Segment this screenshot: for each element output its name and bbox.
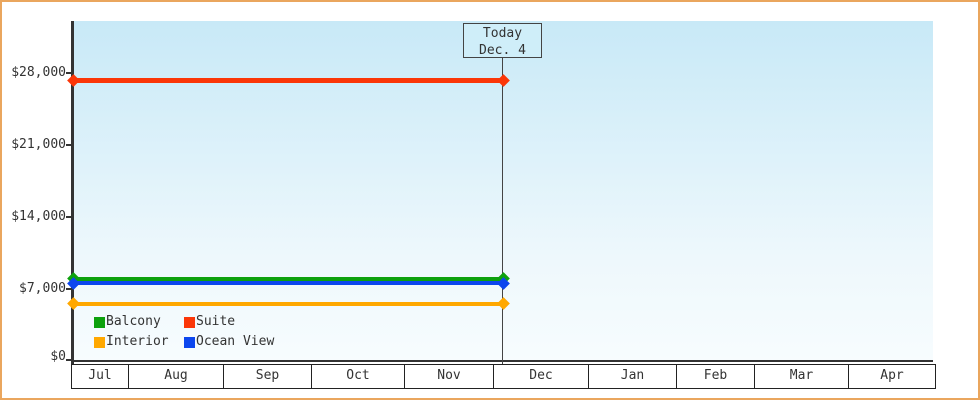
ocean-view-swatch-icon (184, 336, 195, 348)
y-axis-label: $7,000 (19, 281, 66, 296)
legend-label: Interior (106, 334, 169, 349)
y-axis-label: $0 (50, 349, 66, 364)
legend: Balcony Suite Interior Ocean View (94, 315, 274, 355)
y-axis-label: $28,000 (11, 65, 66, 80)
interior-swatch-icon (94, 336, 105, 348)
legend-item-suite: Suite (184, 315, 235, 329)
legend-item-balcony: Balcony (94, 315, 184, 329)
y-tick (66, 216, 73, 218)
month-cell-jan: Jan (589, 365, 677, 388)
today-marker-line (502, 58, 503, 365)
y-axis-label: $21,000 (11, 137, 66, 152)
suite-swatch-icon (184, 316, 195, 328)
y-tick (66, 144, 73, 146)
month-cell-oct: Oct (312, 365, 405, 388)
legend-label: Balcony (106, 314, 161, 329)
today-date-label: Dec. 4 (479, 43, 526, 58)
legend-item-interior: Interior (94, 335, 184, 349)
y-tick (66, 359, 73, 361)
y-axis-line (71, 21, 74, 365)
balcony-line-solid (73, 277, 503, 281)
legend-item-ocean-view: Ocean View (184, 335, 274, 349)
suite-line-solid (73, 78, 503, 83)
x-axis-month-row: Jul Aug Sep Oct Nov Dec Jan Feb Mar Apr (71, 364, 936, 389)
month-cell-jul: Jul (72, 365, 129, 388)
balcony-swatch-icon (94, 316, 105, 328)
month-cell-sep: Sep (224, 365, 312, 388)
y-tick (66, 72, 73, 74)
today-label: Today (482, 26, 523, 41)
month-cell-aug: Aug (129, 365, 224, 388)
ocean-view-line-dashed (503, 281, 933, 285)
interior-line-solid (73, 302, 503, 306)
suite-line-dashed (503, 78, 933, 83)
month-cell-dec: Dec (494, 365, 589, 388)
month-cell-mar: Mar (755, 365, 849, 388)
y-tick (66, 288, 73, 290)
ocean-view-line-solid (73, 281, 503, 285)
month-cell-apr: Apr (880, 368, 904, 383)
legend-label: Ocean View (196, 334, 275, 349)
today-annotation-box: Today Dec. 4 (463, 23, 542, 58)
y-axis-label: $14,000 (11, 209, 66, 224)
month-cell-nov: Nov (405, 365, 494, 388)
legend-label: Suite (196, 314, 236, 329)
interior-line-dashed (503, 302, 933, 306)
month-cell-feb: Feb (677, 365, 755, 388)
